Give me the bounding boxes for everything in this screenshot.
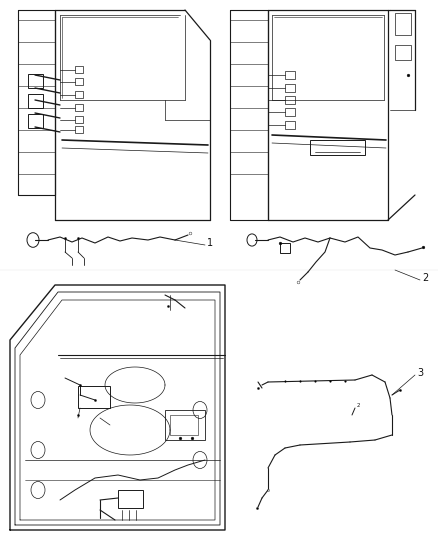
Bar (165, 410, 205, 440)
Bar (285, 96, 295, 104)
Bar (75, 91, 83, 98)
Text: 2: 2 (422, 273, 428, 283)
Bar (285, 84, 295, 92)
Bar (395, 13, 411, 35)
Bar (285, 71, 295, 79)
Bar (28, 94, 43, 108)
Bar (75, 104, 83, 111)
Bar (170, 415, 198, 435)
Text: 1: 1 (207, 238, 213, 248)
Bar (280, 243, 290, 253)
Bar (395, 45, 411, 60)
Bar (285, 108, 295, 116)
Bar (75, 116, 83, 123)
Bar (75, 78, 83, 85)
Bar (28, 74, 43, 88)
Bar (310, 140, 365, 155)
Bar (75, 126, 83, 133)
Bar (78, 386, 110, 408)
Bar (285, 121, 295, 129)
Bar (75, 66, 83, 73)
Text: 2: 2 (357, 403, 360, 408)
Bar (28, 114, 43, 128)
Bar (118, 490, 143, 508)
Text: 3: 3 (417, 368, 423, 378)
